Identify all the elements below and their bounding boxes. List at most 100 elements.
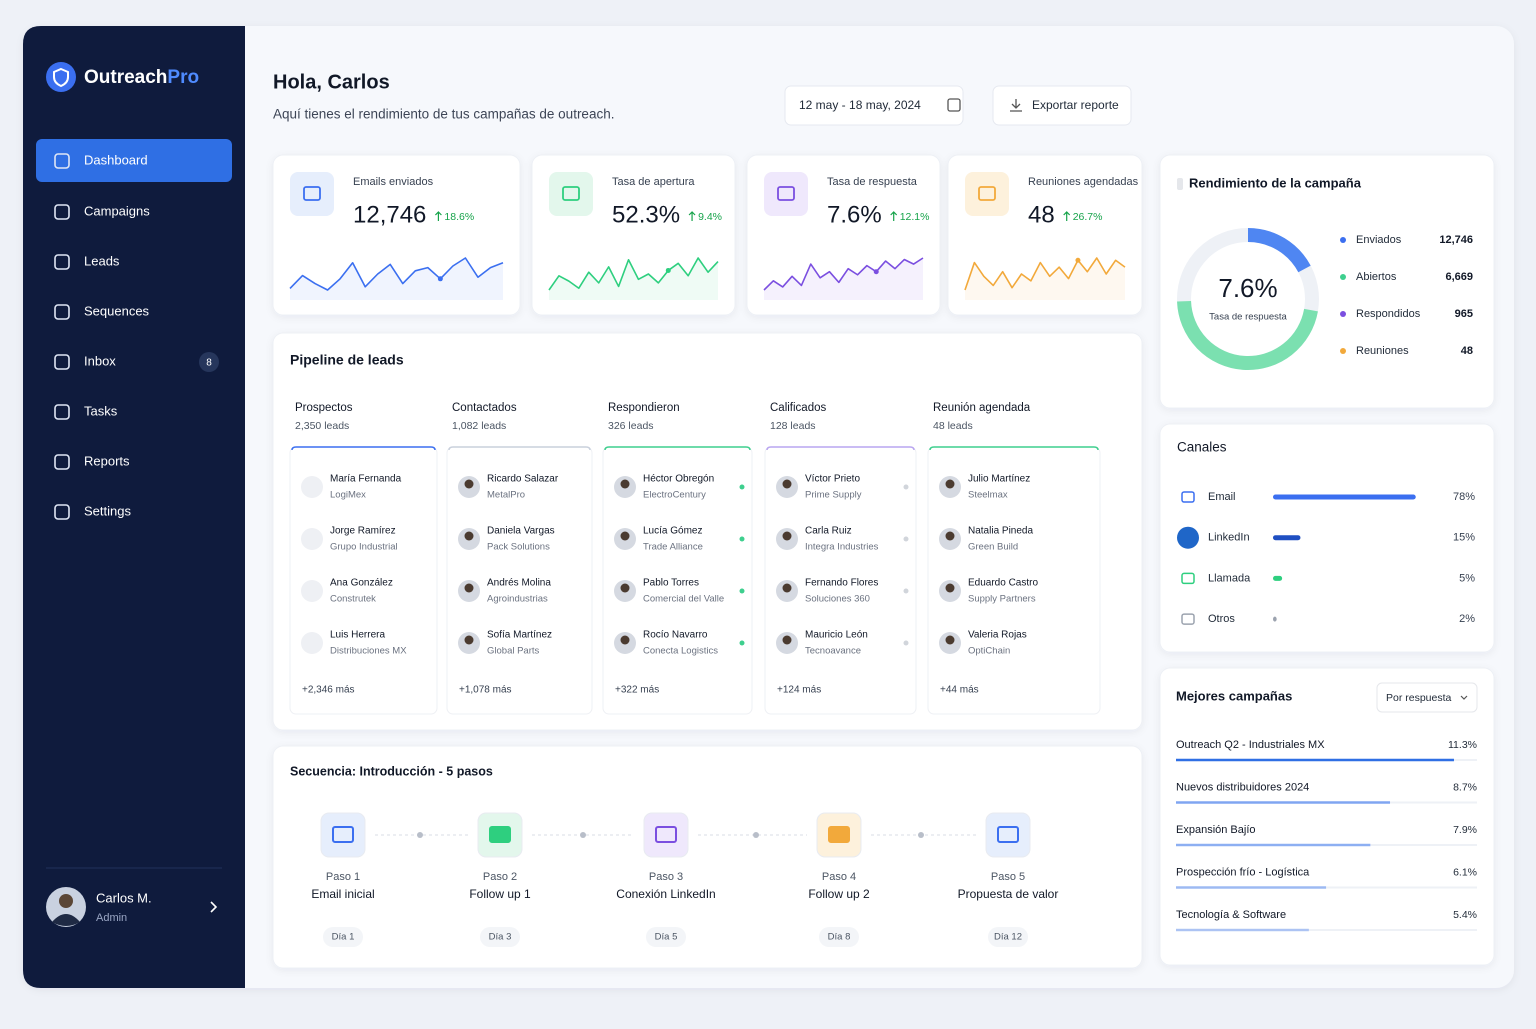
- nav-item[interactable]: Dashboard: [84, 152, 148, 167]
- lead-company: Construtek: [330, 594, 376, 605]
- nav-item[interactable]: Reports: [84, 453, 130, 468]
- campaigns-filter[interactable]: [1376, 682, 1478, 713]
- channel-bar: [1273, 616, 1277, 622]
- stage-lane-top: [929, 446, 1099, 451]
- nav-item[interactable]: Campaigns: [84, 203, 150, 218]
- campaigns-filter-label[interactable]: Por respuesta: [1386, 692, 1452, 704]
- channel-name: Email: [1208, 491, 1236, 503]
- kpi-label: Emails enviados: [353, 176, 434, 188]
- kpi-spark-area: [549, 258, 718, 300]
- kpi-spark-area: [290, 258, 503, 300]
- step-day: Día 3: [489, 932, 512, 943]
- calendar-icon: [947, 98, 961, 112]
- channel-percent: 5%: [1459, 572, 1475, 584]
- export-label[interactable]: Exportar reporte: [1032, 98, 1119, 112]
- kpi-sparkline: [763, 257, 924, 291]
- lead-name[interactable]: Rocío Navarro: [643, 630, 708, 641]
- campaign-name[interactable]: Expansión Bajío: [1176, 824, 1256, 836]
- nav-icon: [54, 254, 70, 270]
- kpi-icon-glyph: [978, 186, 996, 201]
- campaign-name[interactable]: Nuevos distribuidores 2024: [1176, 781, 1309, 793]
- kpi-delta-arrow: [1063, 211, 1071, 221]
- channels-card: [1159, 423, 1495, 653]
- lead-name[interactable]: Luis Herrera: [330, 630, 385, 641]
- pipeline-title: Pipeline de leads: [290, 352, 404, 368]
- nav-item[interactable]: Leads: [84, 253, 120, 268]
- filter-chevron: [1460, 695, 1468, 700]
- step-number: Paso 4: [822, 871, 856, 883]
- lead-company: Steelmax: [968, 490, 1008, 501]
- step-icon: [643, 812, 689, 858]
- stage-more[interactable]: +124 más: [777, 685, 821, 696]
- lead-name[interactable]: Carla Ruiz: [805, 526, 852, 537]
- lead-name[interactable]: Natalia Pineda: [968, 526, 1033, 537]
- stage-more[interactable]: +1,078 más: [459, 685, 512, 696]
- lead-avatar-head: [620, 531, 630, 541]
- campaign-rate: 7.9%: [1453, 824, 1477, 836]
- stage-name: Prospectos: [295, 402, 353, 414]
- channel-bar: [1273, 535, 1301, 541]
- channel-percent: 2%: [1459, 613, 1475, 625]
- stage-more[interactable]: +2,346 más: [302, 685, 355, 696]
- channel-name: Llamada: [1208, 572, 1251, 584]
- lead-name[interactable]: Fernando Flores: [805, 578, 878, 589]
- stage-name: Contactados: [452, 402, 517, 414]
- nav-active[interactable]: [36, 139, 232, 182]
- lead-name[interactable]: Eduardo Castro: [968, 578, 1038, 589]
- nav-icon: [54, 354, 70, 370]
- lead-name[interactable]: Víctor Prieto: [805, 474, 860, 485]
- lead-name[interactable]: Julio Martínez: [968, 474, 1030, 485]
- legend-dot: [1340, 274, 1346, 280]
- nav-icon: [54, 404, 70, 420]
- kpi-value: 52.3%: [612, 201, 680, 228]
- export-button[interactable]: [992, 85, 1132, 126]
- kpi-spark-point: [1075, 257, 1081, 263]
- sequence-card: [272, 745, 1143, 969]
- kpi-value: 48: [1028, 201, 1055, 228]
- nav-item[interactable]: Tasks: [84, 403, 118, 418]
- date-picker[interactable]: [784, 85, 964, 126]
- lead-avatar-head: [620, 583, 630, 593]
- stage-count: 128 leads: [770, 420, 816, 432]
- lead-name[interactable]: Sofía Martínez: [487, 630, 552, 641]
- campaign-name[interactable]: Prospección frío - Logística: [1176, 866, 1310, 878]
- campaign-name[interactable]: Outreach Q2 - Industriales MX: [1176, 739, 1325, 751]
- stage-more[interactable]: +322 más: [615, 685, 659, 696]
- campaign-name[interactable]: Tecnología & Software: [1176, 909, 1286, 921]
- legend-name: Respondidos: [1356, 308, 1421, 320]
- channel-icon: [1181, 491, 1195, 503]
- nav-item[interactable]: Settings: [84, 503, 131, 518]
- lead-name[interactable]: Mauricio León: [805, 630, 868, 641]
- lead-name[interactable]: Ana González: [330, 578, 393, 589]
- step-day-pill: [646, 927, 686, 947]
- stage-more[interactable]: +44 más: [940, 685, 979, 696]
- lead-name[interactable]: Daniela Vargas: [487, 526, 555, 537]
- channel-icon: [1181, 613, 1195, 625]
- lead-company: Agroindustrias: [487, 594, 548, 605]
- lead-name[interactable]: María Fernanda: [330, 474, 402, 485]
- lead-company: Pack Solutions: [487, 542, 550, 553]
- lead-name[interactable]: Andrés Molina: [487, 578, 551, 589]
- nav-item[interactable]: Inbox: [84, 353, 116, 368]
- kpi-delta-arrow: [688, 211, 696, 221]
- channel-name: Otros: [1208, 613, 1235, 625]
- kpi-icon-glyph: [777, 186, 795, 201]
- nav-item[interactable]: Sequences: [84, 303, 150, 318]
- lead-name[interactable]: Lucía Gómez: [643, 526, 702, 537]
- campaign-rate: 8.7%: [1453, 781, 1477, 793]
- sequence-title: Secuencia: Introducción - 5 pasos: [290, 764, 493, 778]
- step-day-pill: [819, 927, 859, 947]
- lead-name[interactable]: Valeria Rojas: [968, 630, 1027, 641]
- lead-status: [903, 484, 909, 490]
- step-icon: [985, 812, 1031, 858]
- lead-name[interactable]: Jorge Ramírez: [330, 526, 396, 537]
- channels-title: Canales: [1177, 440, 1227, 455]
- lead-name[interactable]: Ricardo Salazar: [487, 474, 559, 485]
- lead-status: [903, 640, 909, 646]
- channel-percent: 15%: [1453, 532, 1475, 544]
- lead-name[interactable]: Héctor Obregón: [643, 474, 714, 485]
- legend-name: Enviados: [1356, 234, 1402, 246]
- lead-name[interactable]: Pablo Torres: [643, 578, 699, 589]
- user-chevron[interactable]: [210, 901, 218, 913]
- stage-lane-top: [766, 446, 915, 451]
